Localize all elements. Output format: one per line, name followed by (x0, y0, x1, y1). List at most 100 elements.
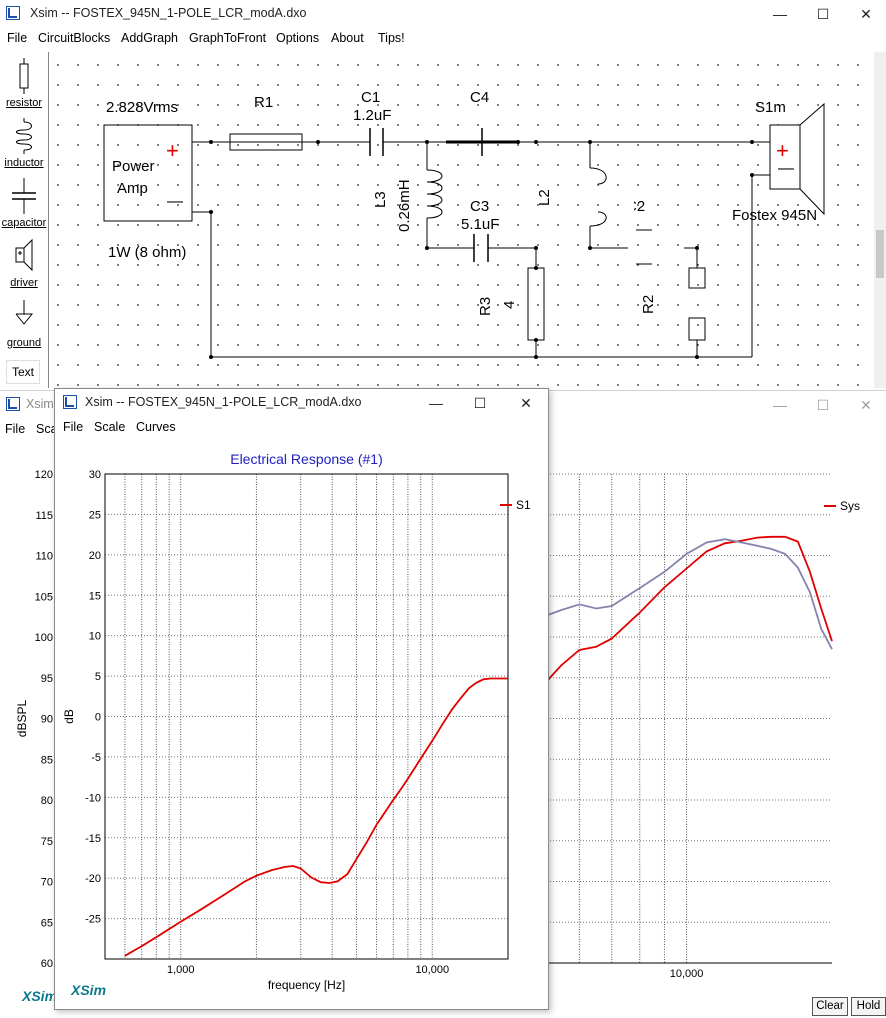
electrical-response-chart: 30 25 20 15 10 5 0 -5 -10 -15 -20 -25 1,000 10,000 Ele… (62, 451, 531, 992)
y-tick-label: 25 (89, 509, 101, 521)
xsim-app-icon (63, 395, 77, 409)
c3-label: C3 (470, 198, 490, 215)
menu-tips[interactable]: Tips! (378, 31, 405, 45)
y-axis-label: dBSPL (15, 699, 29, 737)
elec-titlebar[interactable]: Xsim -- FOSTEX_945N_1-POLE_LCR_modA.dxo … (55, 389, 548, 417)
r2-partial (688, 267, 706, 289)
y-tick-label: 120 (35, 469, 53, 481)
driver-icon (15, 238, 33, 272)
xsim-app-icon (6, 6, 20, 20)
speaker-cone (799, 102, 825, 216)
y-tick-label: -5 (91, 752, 101, 764)
r3-value: 4 (501, 300, 518, 309)
toolbar-capacitor[interactable]: capacitor (0, 176, 48, 234)
y-tick-label: 65 (41, 917, 53, 929)
menu-addgraph[interactable]: AddGraph (121, 31, 178, 45)
menu-options[interactable]: Options (276, 31, 320, 45)
toolbar-driver[interactable]: driver (0, 236, 48, 294)
l3-label: L3 (372, 191, 389, 208)
main-titlebar[interactable]: Xsim -- FOSTEX_945N_1-POLE_LCR_modA.dxo … (0, 0, 886, 28)
menu-about[interactable]: About (331, 31, 364, 45)
legend-label: Sys (840, 499, 860, 513)
l2-partial (589, 167, 607, 185)
c1-value: 1.2uF (353, 107, 392, 124)
menu-graphtofront[interactable]: GraphToFront (189, 31, 267, 45)
close-icon[interactable]: ✕ (520, 395, 532, 411)
close-icon[interactable]: ✕ (860, 6, 872, 22)
toolbar-driver-label: driver (10, 277, 38, 289)
schematic-scrollbar[interactable] (874, 52, 886, 388)
scrollbar-thumb[interactable] (876, 230, 884, 278)
y-tick-label: -25 (85, 914, 101, 926)
amp-label-2: Amp (117, 180, 148, 197)
y-tick-label: 20 (89, 550, 101, 562)
legend-label: S1 (516, 498, 531, 512)
x-tick-label: 10,000 (670, 968, 704, 980)
xsim-app-icon (6, 397, 20, 411)
y-tick-label: 10 (89, 631, 101, 643)
y-tick-label: -20 (85, 873, 101, 885)
elec-menu-file[interactable]: File (63, 420, 84, 434)
electrical-response-window: Xsim -- FOSTEX_945N_1-POLE_LCR_modA.dxo … (54, 388, 549, 1010)
main-window-title: Xsim -- FOSTEX_945N_1-POLE_LCR_modA.dxo (30, 6, 307, 20)
maximize-icon[interactable]: ☐ (816, 6, 830, 22)
close-icon[interactable]: ✕ (860, 397, 872, 413)
y-tick-label: 0 (95, 712, 101, 724)
toolbar-text-tool[interactable]: Text (6, 360, 40, 384)
plot-frame (104, 473, 509, 960)
y-tick-label: 60 (41, 958, 53, 970)
toolbar-divider (48, 52, 49, 388)
y-tick-label: 75 (41, 836, 53, 848)
y-tick-label: 95 (41, 673, 53, 685)
amp-label-1: Power (112, 158, 155, 175)
maximize-icon[interactable]: ☐ (473, 395, 487, 411)
spl-window-title: Xsim (26, 397, 54, 411)
toolbar-ground[interactable]: ground (0, 296, 48, 354)
toolbar-ground-label: ground (6, 337, 42, 349)
l2-label: L2 (536, 189, 553, 206)
y-tick-label: -10 (85, 792, 101, 804)
driver-plus-sign: + (776, 138, 789, 163)
y-tick-label: -15 (85, 833, 101, 845)
r3-label: R3 (477, 296, 494, 316)
main-menubar: File CircuitBlocks AddGraph GraphToFront… (0, 28, 886, 50)
main-window: Xsim -- FOSTEX_945N_1-POLE_LCR_modA.dxo … (0, 0, 886, 390)
hold-button[interactable]: Hold (851, 997, 886, 1016)
power-amp-box (103, 124, 193, 222)
amp-minus-sign: — (167, 193, 183, 210)
y-tick-label: 115 (35, 510, 53, 522)
minimize-icon[interactable]: — (773, 6, 787, 22)
toolbar-resistor[interactable]: resistor (0, 56, 48, 114)
menu-circuitblocks[interactable]: CircuitBlocks (38, 31, 111, 45)
toolbar-resistor-label: resistor (5, 97, 43, 109)
x-axis-label: frequency [Hz] (268, 978, 345, 992)
r2-label: R2 (640, 294, 657, 314)
elec-menubar: File Scale Curves (55, 417, 548, 439)
chart-title: Electrical Response (#1) (230, 451, 383, 467)
toolbar-inductor[interactable]: inductor (0, 116, 48, 174)
schematic-wiring (103, 102, 825, 359)
maximize-icon[interactable]: ☐ (816, 397, 830, 413)
y-tick-label: 30 (89, 469, 101, 481)
menu-file[interactable]: File (7, 31, 28, 45)
y-tick-label: 15 (89, 590, 101, 602)
spl-menu-file[interactable]: File (5, 422, 26, 436)
minimize-icon[interactable]: — (773, 397, 787, 413)
driver-model-label: Fostex 945N (732, 207, 818, 224)
amp-rating-label: 1W (8 ohm) (108, 244, 187, 261)
minimize-icon[interactable]: — (429, 395, 443, 411)
elec-menu-scale[interactable]: Scale (94, 420, 126, 434)
capacitor-icon (12, 178, 36, 214)
speaker-magnet (769, 124, 801, 190)
clear-button[interactable]: Clear (812, 997, 848, 1016)
elec-menu-curves[interactable]: Curves (136, 420, 176, 434)
toolbar-inductor-label: inductor (4, 157, 44, 169)
series-line-s1 (124, 677, 508, 957)
y-tick-label: 110 (35, 551, 53, 563)
y-axis-label: dB (62, 709, 76, 724)
schematic-canvas[interactable] (50, 52, 874, 388)
elec-window-title: Xsim -- FOSTEX_945N_1-POLE_LCR_modA.dxo (85, 395, 362, 409)
x-tick-label: 1,000 (167, 964, 195, 976)
y-tick-label: 105 (35, 591, 53, 603)
source-voltage-label: 2.828Vrms (106, 99, 178, 116)
